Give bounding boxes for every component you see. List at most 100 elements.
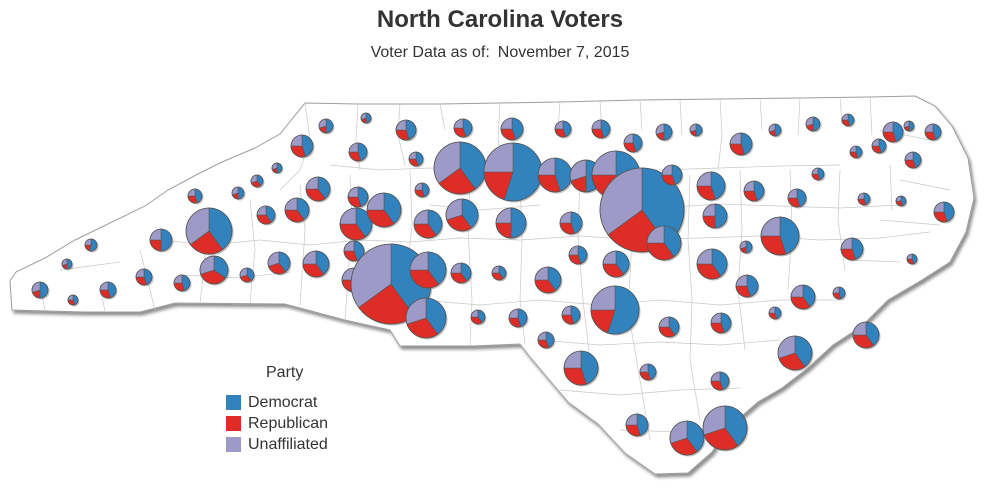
county-pie [743, 180, 766, 203]
pie-outline [702, 405, 748, 451]
county-pie [790, 284, 817, 311]
county-pie [149, 228, 174, 253]
pie-outline [661, 164, 683, 186]
pie-outline [239, 267, 255, 283]
county-boundary-line [849, 259, 901, 263]
county-pie [787, 188, 808, 209]
county-pie [199, 255, 230, 286]
county-pie-charts [31, 112, 956, 457]
pie-outline [689, 123, 703, 137]
legend-label-democrat: Democrat [248, 393, 318, 411]
county-pie [231, 186, 246, 201]
pie-outline [408, 151, 424, 167]
county-pie [284, 197, 311, 224]
pie-outline [445, 198, 479, 232]
county-pie [508, 308, 529, 329]
county-pie [696, 171, 727, 202]
county-pie [852, 321, 881, 350]
county-pie [702, 203, 729, 230]
county-pie [768, 123, 783, 138]
county-pie [602, 250, 631, 279]
subtitle-label: Voter Data as of: [370, 44, 490, 61]
county-pie [710, 312, 733, 335]
county-pie [366, 192, 403, 229]
legend-title: Party [266, 364, 304, 381]
pie-outline [760, 216, 800, 256]
republican-swatch [226, 416, 241, 431]
pie-outline [623, 133, 643, 153]
county-pie [537, 331, 556, 350]
county-pie [811, 167, 826, 182]
pie-outline [646, 225, 682, 261]
county-pie [904, 151, 923, 170]
county-pie [491, 265, 508, 282]
county-boundary-line [737, 169, 746, 351]
county-boundary-line [559, 387, 741, 396]
county-pie [99, 281, 118, 300]
county-pie [187, 188, 204, 205]
pie-outline [790, 284, 816, 310]
pie-outline [534, 266, 562, 294]
pie-outline [658, 316, 680, 338]
county-pie [710, 371, 731, 392]
county-pie [924, 123, 943, 142]
county-pie [433, 141, 488, 196]
pie-outline [840, 237, 864, 261]
county-pie [409, 251, 448, 290]
pie-outline [508, 308, 528, 328]
county-pie [173, 274, 192, 293]
pie-outline [67, 294, 79, 306]
pie-outline [743, 180, 765, 202]
county-pie [729, 132, 754, 157]
legend-item-unaffiliated: Unaffiliated [226, 434, 328, 455]
pie-outline [906, 253, 918, 265]
pie-outline [602, 250, 630, 278]
pie-outline [849, 145, 863, 159]
county-pie [689, 123, 704, 138]
pie-outline [903, 120, 915, 132]
county-boundary-line [717, 98, 723, 171]
county-pie [414, 182, 431, 199]
pie-outline [563, 350, 599, 386]
county-boundary-line [879, 219, 941, 226]
county-pie [646, 225, 683, 262]
pie-outline [852, 321, 880, 349]
county-boundary-line [179, 271, 291, 279]
county-pie [537, 157, 574, 194]
county-pie [777, 335, 814, 372]
subtitle-date: November 7, 2015 [497, 44, 630, 61]
county-pie [413, 209, 444, 240]
pie-outline [453, 118, 473, 138]
county-pie [453, 118, 474, 139]
county-pie [841, 113, 856, 128]
county-boundary-line [869, 96, 873, 136]
county-boundary-line [439, 103, 446, 131]
legend-label-unaffiliated: Unaffiliated [248, 435, 328, 453]
pie-outline [495, 207, 527, 239]
county-pie [185, 207, 234, 256]
county-pie [933, 201, 956, 224]
pie-outline [491, 265, 507, 281]
county-pie [84, 238, 99, 253]
unaffiliated-swatch [226, 437, 241, 452]
county-boundary-line [429, 204, 541, 211]
county-pie [639, 363, 658, 382]
county-pie [739, 240, 754, 255]
pie-outline [559, 211, 583, 235]
county-pie [290, 134, 315, 159]
county-pie [658, 316, 681, 339]
county-pie [559, 211, 584, 236]
pie-outline [561, 305, 581, 325]
pie-outline [710, 312, 732, 334]
pie-outline [777, 335, 813, 371]
pie-outline [591, 119, 611, 139]
pie-outline [787, 188, 807, 208]
pie-outline [290, 134, 314, 158]
county-pie [271, 162, 284, 175]
county-pie [347, 186, 370, 209]
pie-outline [599, 167, 685, 253]
pie-outline [318, 118, 334, 134]
pie-outline [696, 248, 728, 280]
county-pie [408, 151, 425, 168]
county-boundary-line [687, 174, 701, 421]
